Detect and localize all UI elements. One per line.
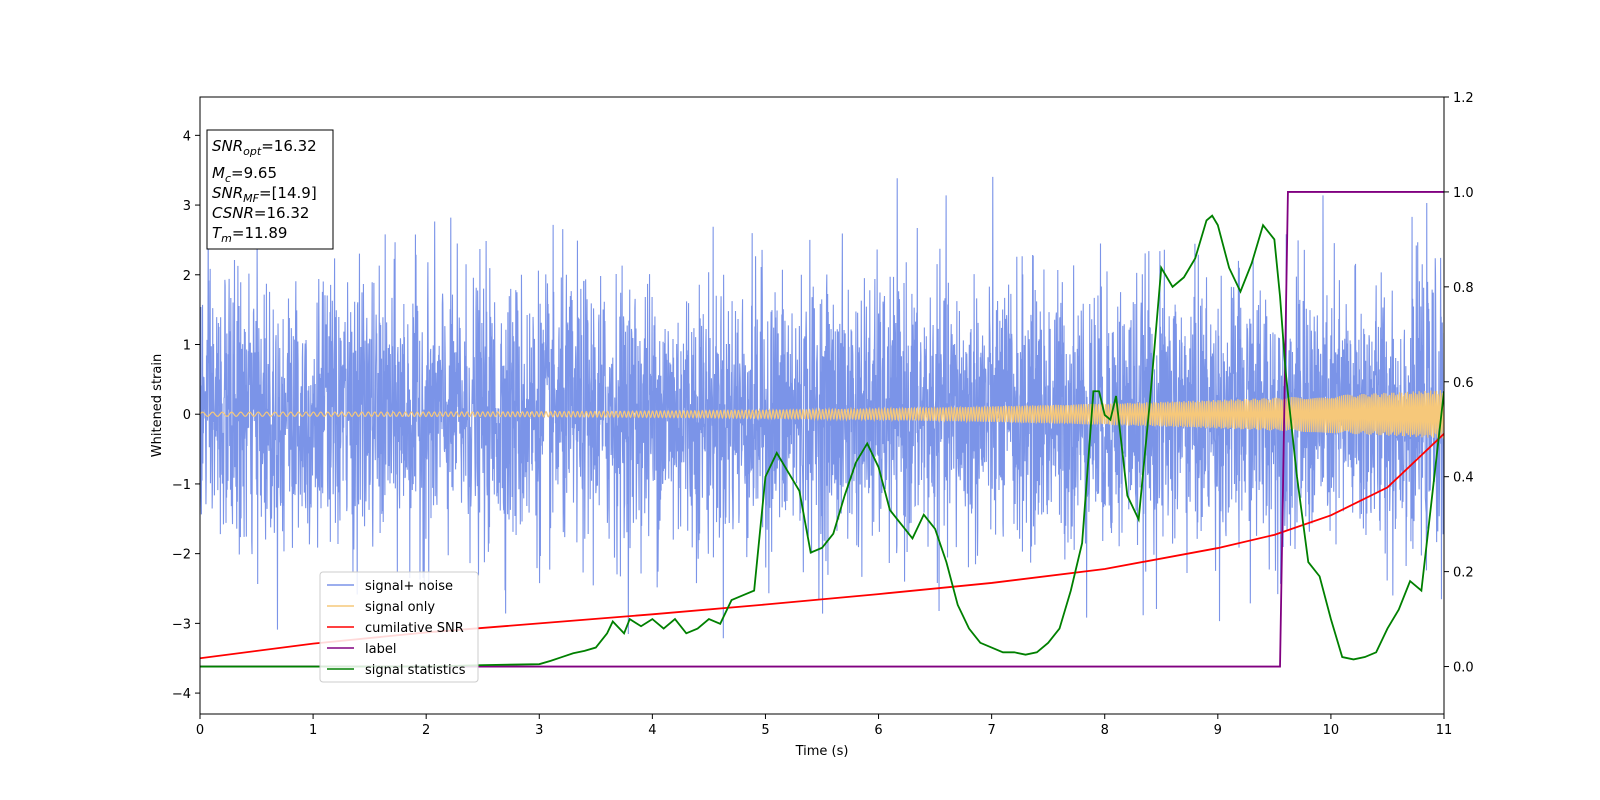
y-left-tick-label: 2 bbox=[183, 269, 191, 284]
x-tick-label: 6 bbox=[874, 723, 882, 738]
y-axis-right: 1.2 1.0 0.8 0.6 0.4 0.2 0.0 bbox=[1444, 91, 1474, 676]
x-tick-label: 8 bbox=[1101, 723, 1109, 738]
x-tick-label: 3 bbox=[535, 723, 543, 738]
x-tick-label: 4 bbox=[648, 723, 656, 738]
legend-label-signal-noise: signal+ noise bbox=[365, 579, 453, 594]
x-tick-label: 2 bbox=[422, 723, 430, 738]
y-left-tick-label: −2 bbox=[172, 548, 191, 563]
y-left-tick-label: 4 bbox=[183, 129, 191, 144]
series-signal-only bbox=[200, 390, 1444, 439]
info-mc: Mc=9.65 bbox=[212, 164, 277, 185]
y-right-tick-label: 0.2 bbox=[1453, 566, 1474, 581]
x-tick-label: 11 bbox=[1436, 723, 1453, 738]
y-axis-left: 4 3 2 1 0 −1 −2 −3 −4 bbox=[172, 129, 200, 702]
y-left-tick-label: 3 bbox=[183, 199, 191, 214]
y-right-tick-label: 1.2 bbox=[1453, 91, 1474, 106]
info-snr-mf: SNRMF=[14.9] bbox=[212, 184, 317, 205]
legend-label-cumulative-snr: cumilative SNR bbox=[365, 621, 464, 636]
x-tick-label: 9 bbox=[1214, 723, 1222, 738]
legend-label-signal-only: signal only bbox=[365, 600, 435, 615]
info-box: SNRopt=16.32 Mc=9.65 SNRMF=[14.9] CSNR=1… bbox=[206, 129, 334, 250]
x-axis-label: Time (s) bbox=[795, 744, 849, 759]
info-csnr: CSNR=16.32 bbox=[212, 204, 309, 222]
y-left-tick-label: 1 bbox=[183, 338, 191, 353]
x-tick-label: 0 bbox=[196, 723, 204, 738]
x-tick-label: 5 bbox=[761, 723, 769, 738]
y-axis-label: Whitened strain bbox=[150, 354, 165, 457]
legend: signal+ noise signal only cumilative SNR… bbox=[319, 571, 479, 683]
series-signal-statistics bbox=[200, 214, 1444, 668]
x-tick-label: 7 bbox=[987, 723, 995, 738]
x-axis: 0 1 2 3 4 5 6 7 8 9 10 11 bbox=[196, 714, 1452, 738]
legend-label-signal-statistics: signal statistics bbox=[365, 663, 466, 678]
y-left-tick-label: −3 bbox=[172, 617, 191, 632]
legend-label-label: label bbox=[365, 642, 396, 657]
y-right-tick-label: 0.6 bbox=[1453, 376, 1474, 391]
series-signal-noise bbox=[200, 176, 1444, 639]
y-left-tick-label: −4 bbox=[172, 687, 191, 702]
y-right-tick-label: 1.0 bbox=[1453, 186, 1474, 201]
y-right-tick-label: 0.4 bbox=[1453, 471, 1474, 486]
x-tick-label: 10 bbox=[1323, 723, 1340, 738]
info-snr-opt: SNRopt=16.32 bbox=[212, 137, 317, 158]
legend-frame bbox=[319, 571, 479, 683]
plot-frame bbox=[199, 96, 1445, 715]
y-left-tick-label: 0 bbox=[183, 408, 191, 423]
series-label bbox=[200, 191, 1444, 668]
x-tick-label: 1 bbox=[309, 723, 317, 738]
info-box-frame bbox=[206, 129, 334, 250]
y-right-tick-label: 0.0 bbox=[1453, 661, 1474, 676]
y-right-tick-label: 0.8 bbox=[1453, 281, 1474, 296]
info-tm: Tm=11.89 bbox=[212, 224, 287, 245]
y-left-tick-label: −1 bbox=[172, 478, 191, 493]
